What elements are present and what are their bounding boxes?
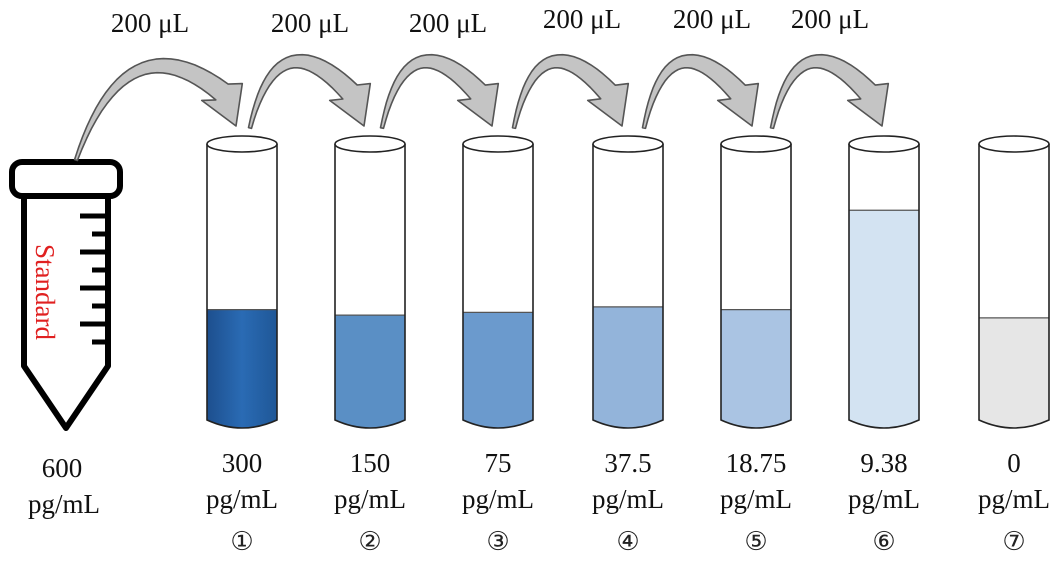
tube-7: 0 pg/mL ⑦ xyxy=(978,135,1050,557)
dilution-tubes: 300 pg/mL ① 150 pg/mL ② 75 pg/mL ③ 37.5 pg/mL ④ 18.7… xyxy=(206,135,1050,557)
tube-outline xyxy=(334,144,406,429)
transfer-volume-label: 200 μL xyxy=(673,4,751,34)
tube-unit: pg/mL xyxy=(462,484,534,514)
transfer-volume-label: 200 μL xyxy=(111,8,189,38)
transfer-volume-label: 200 μL xyxy=(543,4,621,34)
tube-outline xyxy=(720,144,792,429)
tube-2: 150 pg/mL ② xyxy=(334,135,406,557)
tube-concentration: 75 xyxy=(485,448,512,478)
tube-liquid xyxy=(721,309,791,428)
stock-concentration: 600 xyxy=(42,453,83,483)
tube-index: ③ xyxy=(486,527,509,557)
tube-liquid xyxy=(979,317,1049,428)
tube-liquid xyxy=(849,210,919,428)
stock-tube-label: Standard xyxy=(30,244,60,340)
tube-unit: pg/mL xyxy=(848,484,920,514)
transfer-volume-label: 200 μL xyxy=(791,4,869,34)
tube-rim xyxy=(462,135,534,153)
tube-concentration: 9.38 xyxy=(860,448,907,478)
arrow-shape xyxy=(247,53,372,130)
stock-tube: Standard xyxy=(9,159,123,431)
tube-index: ① xyxy=(230,527,253,557)
tube-outline xyxy=(978,144,1050,429)
tube-rim xyxy=(206,135,278,153)
arrow-shape xyxy=(769,53,890,130)
tube-outline xyxy=(462,144,534,429)
transfer-volume-label: 200 μL xyxy=(271,8,349,38)
transfer-arrow-2: 200 μL xyxy=(247,8,372,130)
tube-5: 18.75 pg/mL ⑤ xyxy=(720,135,792,557)
tube-unit: pg/mL xyxy=(720,484,792,514)
tube-rim xyxy=(978,135,1050,153)
tube-index: ⑤ xyxy=(744,527,767,557)
tube-unit: pg/mL xyxy=(206,484,278,514)
transfer-volume-label: 200 μL xyxy=(409,8,487,38)
transfer-arrow-5: 200 μL xyxy=(641,4,760,130)
tube-liquid xyxy=(207,309,277,428)
transfer-arrow-1: 200 μL xyxy=(73,8,244,162)
tube-outline xyxy=(592,144,664,429)
tube-6: 9.38 pg/mL ⑥ xyxy=(848,135,920,557)
tube-outline xyxy=(206,144,278,429)
tube-rim xyxy=(592,135,664,153)
transfer-arrows: 200 μL 200 μL 200 μL 200 μL 200 μL 200 μL xyxy=(73,4,890,162)
tube-index: ⑦ xyxy=(1002,527,1025,557)
arrow-shape xyxy=(641,53,760,130)
transfer-arrow-3: 200 μL xyxy=(379,8,500,130)
stock-unit: pg/mL xyxy=(28,489,100,519)
tube-index: ⑥ xyxy=(872,527,895,557)
stock-tube-graduations xyxy=(80,213,108,345)
tube-unit: pg/mL xyxy=(334,484,406,514)
tube-concentration: 300 xyxy=(222,448,263,478)
arrow-shape xyxy=(379,53,500,130)
tube-concentration: 37.5 xyxy=(604,448,651,478)
tube-concentration: 18.75 xyxy=(726,448,787,478)
tube-unit: pg/mL xyxy=(592,484,664,514)
tube-concentration: 150 xyxy=(350,448,391,478)
tube-rim xyxy=(848,135,920,153)
tube-rim xyxy=(720,135,792,153)
transfer-arrow-4: 200 μL xyxy=(511,4,630,130)
tube-outline xyxy=(848,144,920,429)
tube-index: ④ xyxy=(616,527,639,557)
stock-tube-cap xyxy=(9,159,123,199)
tube-liquid xyxy=(335,315,405,428)
transfer-arrow-6: 200 μL xyxy=(769,4,890,130)
tube-liquid xyxy=(463,312,533,428)
arrow-shape xyxy=(511,53,630,130)
tube-liquid xyxy=(593,306,663,428)
tube-concentration: 0 xyxy=(1007,448,1021,478)
tube-1: 300 pg/mL ① xyxy=(206,135,278,557)
tube-unit: pg/mL xyxy=(978,484,1050,514)
arrow-shape xyxy=(73,57,244,162)
tube-rim xyxy=(334,135,406,153)
tube-4: 37.5 pg/mL ④ xyxy=(592,135,664,557)
tube-index: ② xyxy=(358,527,381,557)
tube-3: 75 pg/mL ③ xyxy=(462,135,534,557)
